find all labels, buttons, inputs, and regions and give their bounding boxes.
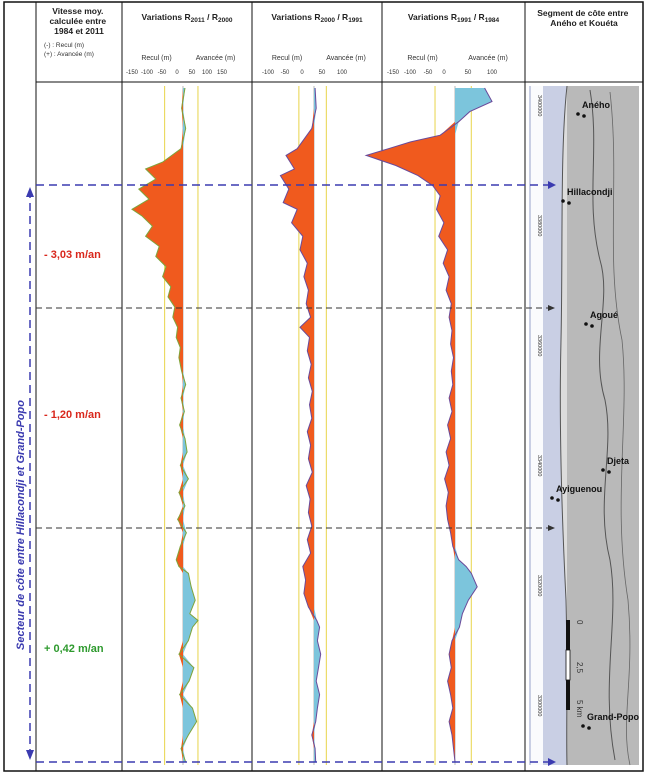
tick-label: -150: [387, 70, 400, 76]
tick-label: -100: [404, 70, 417, 76]
land-area: [567, 86, 639, 765]
place-dot: [581, 724, 585, 728]
place-dot: [584, 322, 588, 326]
variation-title-1: Variations R2011 / R2000: [142, 12, 233, 24]
map-coordinate-ticks: 3400000 3380000 3360000 3340000 3320000 33000…: [536, 95, 542, 716]
column-speed-header: Vitesse moy. calculée entre 1984 et 2011…: [44, 6, 108, 58]
tick-label: -50: [424, 70, 433, 76]
tick-label: -50: [158, 70, 167, 76]
rate-label-3: + 0,42 m/an: [44, 643, 104, 655]
legend-avancee: (+) : Avancée (m): [44, 51, 94, 58]
recul-label-2: Recul (m): [272, 55, 302, 62]
sector-vertical-label: Secteur de côte entre Hillacondji et Gra…: [15, 400, 27, 650]
sector-lines: [36, 181, 556, 766]
sector-arrow: Secteur de côte entre Hillacondji et Gra…: [15, 187, 34, 760]
place-label-2: Hillacondji: [567, 187, 613, 197]
place-label-5: Ayiguenou: [556, 484, 602, 494]
place-dot: [590, 324, 594, 328]
place-label-6: Grand-Popo: [587, 712, 639, 722]
place-dot: [550, 496, 554, 500]
map-header-text: Segment de côte entre Aného et Kouéta: [537, 8, 631, 28]
scale-mid: 2,5: [575, 662, 584, 674]
rate-label-2: - 1,20 m/an: [44, 409, 101, 421]
map-tick-label: 3340000: [536, 455, 542, 476]
recul-label-3: Recul (m): [407, 55, 437, 62]
place-dot: [576, 112, 580, 116]
map-tick-label: 3400000: [536, 95, 542, 116]
map-tick-label: 3300000: [536, 695, 542, 716]
variation-headers: Variations R2011 / R2000 Recul (m) Avancée…: [126, 12, 508, 76]
recul-area-2: [280, 88, 314, 762]
avancee-label-1: Avancée (m): [196, 55, 236, 62]
tick-label: 50: [319, 70, 326, 76]
lagoon-line: [589, 89, 616, 761]
speed-header-text: Vitesse moy. calculée entre 1984 et 2011: [49, 6, 108, 36]
recul-area-3: [366, 88, 455, 762]
tick-label: -50: [281, 70, 290, 76]
map-tick-label: 3320000: [536, 575, 542, 596]
tick-label: -150: [126, 70, 139, 76]
place-label-4: Djeta: [607, 456, 630, 466]
place-label-3: Agoué: [590, 310, 618, 320]
map-scale-strip: [531, 86, 543, 765]
avancee-area-3: [455, 88, 492, 762]
tick-label: -100: [141, 70, 154, 76]
profile-line-1: [131, 87, 199, 763]
place-labels: Aného Hillacondji Agoué Djeta Ayiguenou Grand…: [550, 100, 639, 730]
avancee-area-1: [183, 88, 198, 762]
tick-label: 50: [465, 70, 472, 76]
tick-label: 100: [337, 70, 348, 76]
place-dot: [607, 470, 611, 474]
recul-area-1: [132, 88, 183, 762]
coast-map: 3400000 3380000 3360000 3340000 3320000 33000…: [529, 85, 639, 766]
place-dot: [567, 201, 571, 205]
river-line: [609, 91, 631, 766]
tick-label: 50: [189, 70, 196, 76]
profile-line-3: [364, 87, 493, 763]
place-dot: [561, 199, 565, 203]
tick-label: 100: [202, 70, 213, 76]
variation-title-3: Variations R1991 / R1984: [408, 12, 500, 24]
scale-zero: 0: [575, 620, 584, 625]
column-dividers: [35, 2, 526, 771]
place-dot: [582, 114, 586, 118]
rate-labels: - 3,03 m/an - 1,20 m/an + 0,42 m/an: [44, 249, 104, 655]
place-dot: [587, 726, 591, 730]
scale-end: 5 km: [575, 700, 584, 718]
profile-line-2: [279, 87, 322, 763]
map-column-header: Segment de côte entre Aného et Kouéta: [537, 8, 631, 28]
tick-label: 0: [442, 70, 446, 76]
place-dot: [556, 498, 560, 502]
variation-title-2: Variations R2000 / R1991: [271, 12, 363, 24]
avancee-label-2: Avancée (m): [326, 55, 366, 62]
map-tick-label: 3380000: [536, 215, 542, 236]
tick-label: -100: [262, 70, 275, 76]
variation-profiles: [131, 87, 493, 763]
avancee-area-2: [314, 88, 321, 762]
place-dot: [601, 468, 605, 472]
scale-bar: 0 2,5 5 km: [565, 620, 584, 718]
place-label-1: Aného: [582, 100, 611, 110]
map-tick-label: 3360000: [536, 335, 542, 356]
recul-label-1: Recul (m): [141, 55, 171, 62]
rate-label-1: - 3,03 m/an: [44, 249, 101, 261]
legend-recul: (-) : Recul (m): [44, 42, 84, 49]
tick-label: 100: [487, 70, 498, 76]
tick-label: 0: [175, 70, 179, 76]
tick-label: 0: [300, 70, 304, 76]
tick-label: 150: [217, 70, 228, 76]
avancee-label-3: Avancée (m): [468, 55, 508, 62]
